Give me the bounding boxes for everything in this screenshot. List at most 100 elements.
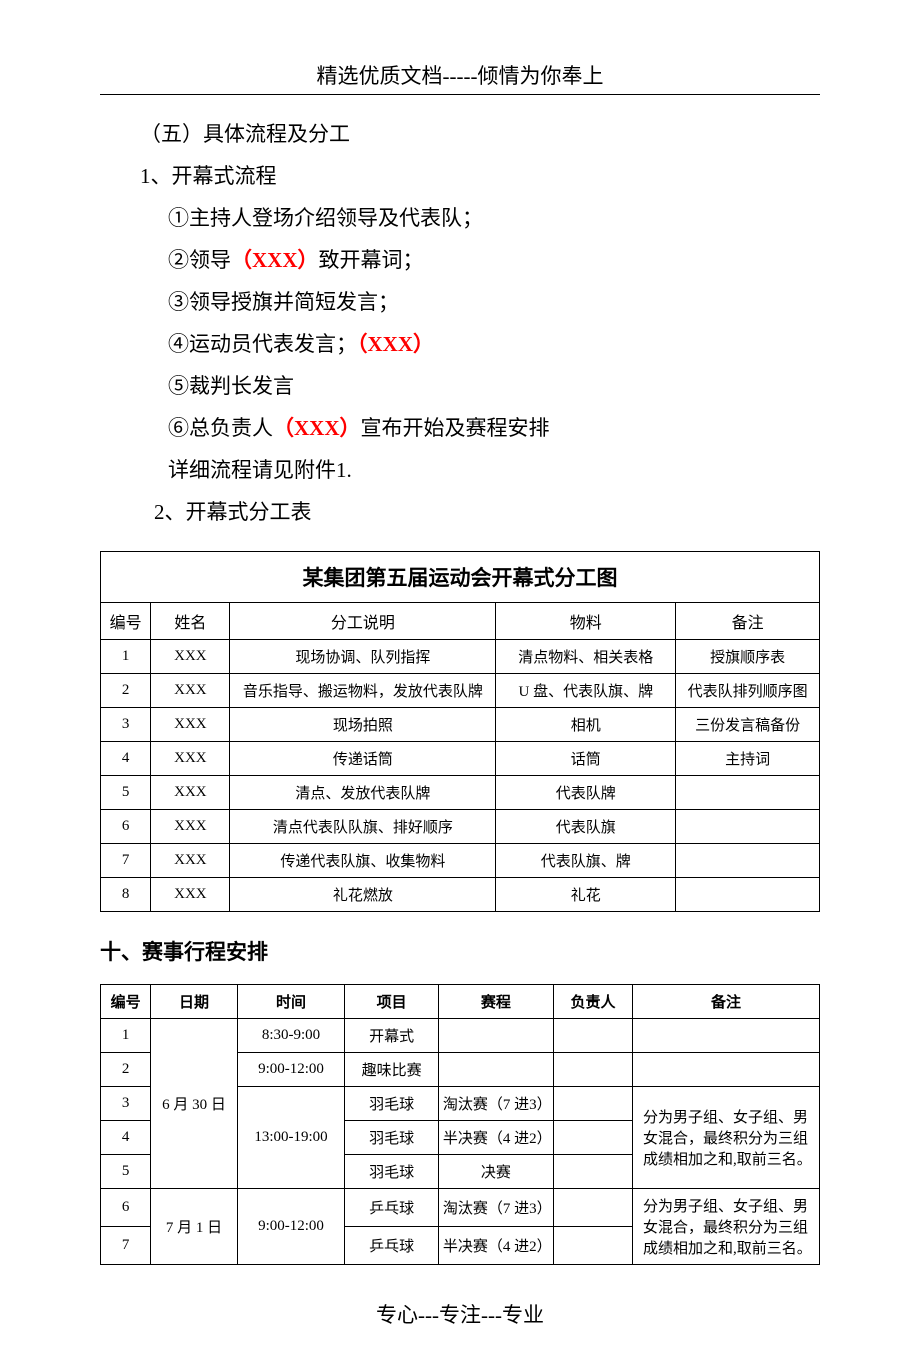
cell: 2 xyxy=(101,674,151,708)
cell: 羽毛球 xyxy=(345,1087,438,1121)
cell: 主持词 xyxy=(676,742,820,776)
cell: 3 xyxy=(101,708,151,742)
table-header-row: 编号 姓名 分工说明 物料 备注 xyxy=(101,603,820,640)
cell: 6 xyxy=(101,810,151,844)
cell: 三份发言稿备份 xyxy=(676,708,820,742)
cell: 羽毛球 xyxy=(345,1121,438,1155)
cell: 清点代表队队旗、排好顺序 xyxy=(230,810,496,844)
cell-note: 分为男子组、女子组、男女混合，最终积分为三组成绩相加之和,取前三名。 xyxy=(633,1087,820,1189)
cell xyxy=(553,1121,632,1155)
cell: 现场协调、队列指挥 xyxy=(230,640,496,674)
cell: XXX xyxy=(151,810,230,844)
cell-date: 6 月 30 日 xyxy=(151,1019,237,1189)
cell xyxy=(676,810,820,844)
cell: XXX xyxy=(151,844,230,878)
step-2-post: 致开幕词； xyxy=(319,248,424,272)
step-3: ③领导授旗并简短发言； xyxy=(140,281,780,323)
cell: 代表队排列顺序图 xyxy=(676,674,820,708)
table-row: 2 XXX 音乐指导、搬运物料，发放代表队牌 U 盘、代表队旗、牌 代表队排列顺… xyxy=(101,674,820,708)
cell xyxy=(553,1053,632,1087)
cell: 淘汰赛（7 进3） xyxy=(438,1189,553,1227)
table-row: 1 6 月 30 日 8:30-9:00 开幕式 xyxy=(101,1019,820,1053)
cell: 相机 xyxy=(496,708,676,742)
cell: 清点、发放代表队牌 xyxy=(230,776,496,810)
cell: 传递话筒 xyxy=(230,742,496,776)
para-2: 2、开幕式分工表 xyxy=(140,491,780,533)
cell: 音乐指导、搬运物料，发放代表队牌 xyxy=(230,674,496,708)
table-row: 8 XXX 礼花燃放 礼花 xyxy=(101,878,820,912)
body-content: （五）具体流程及分工 1、开幕式流程 ①主持人登场介绍领导及代表队； ②领导（X… xyxy=(100,113,820,533)
cell: U 盘、代表队旗、牌 xyxy=(496,674,676,708)
table-row: 7 XXX 传递代表队旗、收集物料 代表队旗、牌 xyxy=(101,844,820,878)
step-2-pre: ②领导 xyxy=(168,248,231,272)
step-4-red: （XXX） xyxy=(357,332,434,356)
cell: 3 xyxy=(101,1087,151,1121)
cell xyxy=(676,844,820,878)
cell: 9:00-12:00 xyxy=(237,1053,345,1087)
cell: XXX xyxy=(151,776,230,810)
cell-date: 7 月 1 日 xyxy=(151,1189,237,1265)
cell xyxy=(633,1019,820,1053)
cell: 授旗顺序表 xyxy=(676,640,820,674)
cell: 2 xyxy=(101,1053,151,1087)
para-1: 1、开幕式流程 xyxy=(140,155,780,197)
step-6-red: （XXX） xyxy=(273,416,361,440)
step-7: 详细流程请见附件1. xyxy=(140,449,780,491)
cell: 1 xyxy=(101,1019,151,1053)
table-header-row: 编号 日期 时间 项目 赛程 负责人 备注 xyxy=(101,985,820,1019)
document-page: 精选优质文档-----倾情为你奉上 （五）具体流程及分工 1、开幕式流程 ①主持… xyxy=(0,0,920,1369)
cell: 代表队旗 xyxy=(496,810,676,844)
cell: XXX xyxy=(151,878,230,912)
cell: 1 xyxy=(101,640,151,674)
cell: 传递代表队旗、收集物料 xyxy=(230,844,496,878)
cell xyxy=(553,1227,632,1265)
cell: 现场拍照 xyxy=(230,708,496,742)
col-header: 负责人 xyxy=(553,985,632,1019)
page-header: 精选优质文档-----倾情为你奉上 xyxy=(100,60,820,95)
cell xyxy=(438,1053,553,1087)
cell: 话筒 xyxy=(496,742,676,776)
table-row: 4 XXX 传递话筒 话筒 主持词 xyxy=(101,742,820,776)
step-4-pre: ④运动员代表发言； xyxy=(168,332,357,356)
cell: 趣味比赛 xyxy=(345,1053,438,1087)
col-header: 姓名 xyxy=(151,603,230,640)
cell: 半决赛（4 进2） xyxy=(438,1121,553,1155)
col-header: 日期 xyxy=(151,985,237,1019)
cell xyxy=(553,1189,632,1227)
col-header: 编号 xyxy=(101,985,151,1019)
cell: 淘汰赛（7 进3） xyxy=(438,1087,553,1121)
cell: 8:30-9:00 xyxy=(237,1019,345,1053)
cell: 4 xyxy=(101,742,151,776)
col-header: 物料 xyxy=(496,603,676,640)
cell: 9:00-12:00 xyxy=(237,1189,345,1265)
cell: 8 xyxy=(101,878,151,912)
table-row: 6 7 月 1 日 9:00-12:00 乒乓球 淘汰赛（7 进3） 分为男子组… xyxy=(101,1189,820,1227)
cell: 礼花燃放 xyxy=(230,878,496,912)
cell xyxy=(553,1155,632,1189)
col-header: 编号 xyxy=(101,603,151,640)
table-row: 6 XXX 清点代表队队旗、排好顺序 代表队旗 xyxy=(101,810,820,844)
cell: 乒乓球 xyxy=(345,1227,438,1265)
cell: 7 xyxy=(101,844,151,878)
step-6-pre: ⑥总负责人 xyxy=(168,416,273,440)
col-header: 分工说明 xyxy=(230,603,496,640)
schedule-table: 编号 日期 时间 项目 赛程 负责人 备注 1 6 月 30 日 8:30-9:… xyxy=(100,984,820,1265)
cell: 6 xyxy=(101,1189,151,1227)
col-header: 时间 xyxy=(237,985,345,1019)
table-row: 1 XXX 现场协调、队列指挥 清点物料、相关表格 授旗顺序表 xyxy=(101,640,820,674)
col-header: 备注 xyxy=(633,985,820,1019)
step-5: ⑤裁判长发言 xyxy=(140,365,780,407)
step-6-post: 宣布开始及赛程安排 xyxy=(361,416,550,440)
cell xyxy=(438,1019,553,1053)
cell: 乒乓球 xyxy=(345,1189,438,1227)
cell: 羽毛球 xyxy=(345,1155,438,1189)
cell xyxy=(676,878,820,912)
cell: XXX xyxy=(151,674,230,708)
step-2: ②领导（XXX）致开幕词； xyxy=(140,239,780,281)
cell: 礼花 xyxy=(496,878,676,912)
step-1: ①主持人登场介绍领导及代表队； xyxy=(140,197,780,239)
cell: XXX xyxy=(151,708,230,742)
section-10-title: 十、赛事行程安排 xyxy=(100,936,820,966)
cell: 5 xyxy=(101,1155,151,1189)
col-header: 项目 xyxy=(345,985,438,1019)
